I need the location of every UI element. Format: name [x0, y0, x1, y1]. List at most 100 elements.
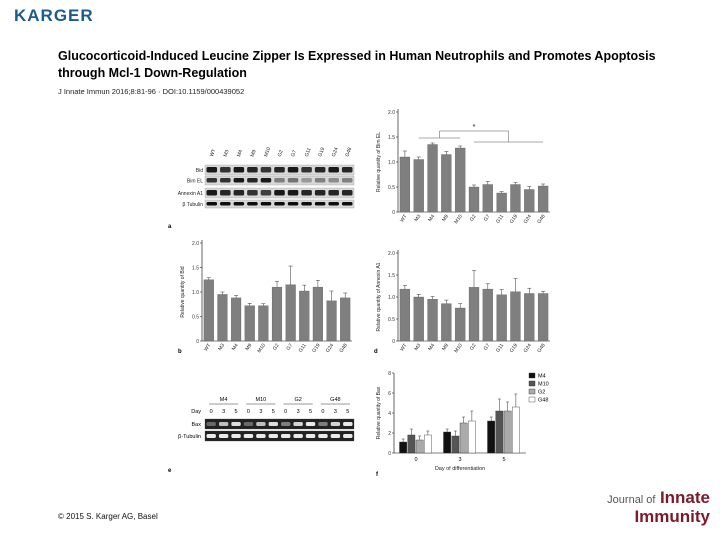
- lane-label: G2: [277, 149, 285, 158]
- blot-band: [206, 178, 218, 183]
- day-value: 3: [334, 409, 337, 415]
- bar: [413, 296, 424, 342]
- blot-band: [274, 190, 285, 196]
- blot-band: [330, 434, 341, 438]
- bar: [487, 420, 495, 454]
- blot-band: [231, 434, 241, 438]
- blot-band: [233, 190, 245, 196]
- lane-label: G7: [290, 149, 298, 158]
- bar: [468, 420, 476, 454]
- y-tick-label: 1.0: [388, 160, 395, 166]
- blot-band: [206, 190, 218, 196]
- y-tick-label: 4: [388, 411, 391, 417]
- blot-band: [301, 190, 312, 196]
- x-tick-label: 3: [458, 457, 461, 463]
- day-value: 0: [210, 409, 213, 415]
- blot-band: [328, 202, 339, 206]
- journal-logo-line2: Immunity: [634, 507, 710, 526]
- bar: [537, 185, 549, 213]
- bar: [496, 192, 507, 213]
- blot-band: [260, 178, 272, 183]
- blot-band: [218, 434, 229, 438]
- bar: [451, 435, 460, 454]
- blot-band: [343, 434, 353, 438]
- day-value: 5: [346, 409, 349, 415]
- bar: [443, 431, 451, 454]
- y-tick-label: 1.0: [388, 295, 395, 301]
- blot-band: [231, 422, 241, 426]
- blot-band: [341, 202, 353, 206]
- day-label: Day: [191, 409, 201, 415]
- blot-band: [281, 422, 291, 426]
- blot-band: [247, 202, 258, 206]
- bar: [244, 305, 255, 342]
- y-tick-label: 0.5: [388, 185, 395, 191]
- blot-band: [318, 434, 328, 438]
- blot-band: [293, 434, 303, 438]
- y-axis-label: Relative quantity of Bid: [180, 266, 186, 317]
- y-tick-label: 1.5: [388, 135, 395, 141]
- publisher-logo: KARGER: [14, 6, 94, 25]
- blot-band: [341, 178, 353, 183]
- bar: [258, 305, 269, 342]
- blot-band: [328, 178, 339, 183]
- legend-swatch: [528, 388, 536, 395]
- x-tick-label: G11: [298, 343, 308, 354]
- blot-band: [287, 190, 299, 196]
- blot-band: [314, 178, 326, 183]
- blot-band: [247, 167, 258, 173]
- blot-band: [256, 434, 266, 438]
- x-tick-label: M4: [427, 343, 436, 352]
- bar: [231, 297, 242, 342]
- bar: [495, 410, 504, 454]
- lane-label: G19: [317, 147, 326, 158]
- x-tick-label: G48: [338, 343, 348, 354]
- blot-band: [233, 202, 245, 206]
- blot-band: [233, 178, 245, 183]
- y-tick-label: 0: [392, 210, 395, 216]
- blot-band: [274, 202, 285, 206]
- western-blot-e: M4 M10 G2 G48 Day 0 3 5 0 3 5 0 3 5 0 3 5 Bax β-Tubulin e: [168, 397, 355, 474]
- y-tick-label: 1.5: [192, 265, 199, 271]
- blot-band: [206, 422, 216, 426]
- x-tick-label: G19: [509, 343, 519, 354]
- x-tick-label: M9: [441, 214, 450, 223]
- x-tick-label: M3: [413, 214, 422, 223]
- bar: [468, 186, 480, 213]
- y-tick-label: 0.5: [192, 314, 199, 320]
- bar: [482, 184, 493, 213]
- bar: [299, 290, 310, 342]
- blot-band: [260, 202, 272, 206]
- day-value: 5: [272, 409, 275, 415]
- legend-label: G48: [538, 398, 548, 404]
- x-tick-label: WT: [399, 343, 408, 353]
- x-tick-label: G2: [272, 343, 281, 352]
- x-tick-label: WT: [203, 343, 212, 353]
- day-value: 0: [247, 409, 250, 415]
- blot-band: [233, 167, 245, 173]
- bar: [399, 156, 411, 213]
- blot-band: [301, 167, 312, 173]
- y-tick-label: 1.0: [192, 290, 199, 296]
- bar: [510, 184, 521, 213]
- legend-label: M10: [538, 382, 549, 388]
- x-tick-label: G24: [523, 214, 533, 225]
- y-tick-label: 2: [388, 431, 391, 437]
- y-tick-label: 0: [196, 339, 199, 345]
- blot-row-label: Bim EL: [187, 179, 203, 185]
- legend-swatch: [528, 380, 536, 387]
- chart-bim-el: 0 0.5 1.0 1.5 2.0 Relative quantity of Bim EL…: [376, 109, 550, 225]
- panel-letter: f: [376, 472, 379, 478]
- day-value: 0: [321, 409, 324, 415]
- blot-band: [287, 167, 299, 173]
- bar: [524, 293, 535, 342]
- chart-bid: 0 0.5 1.0 1.5 2.0 Relative quantity of Bid WT M…: [178, 240, 352, 355]
- lane-label: M3: [223, 149, 231, 158]
- x-tick-label: M3: [217, 343, 226, 352]
- blot-band: [268, 434, 278, 438]
- legend-swatch: [528, 396, 536, 403]
- blot-band: [256, 422, 266, 426]
- blot-band: [220, 167, 231, 173]
- y-tick-label: 2.0: [388, 110, 395, 116]
- day-value: 3: [259, 409, 262, 415]
